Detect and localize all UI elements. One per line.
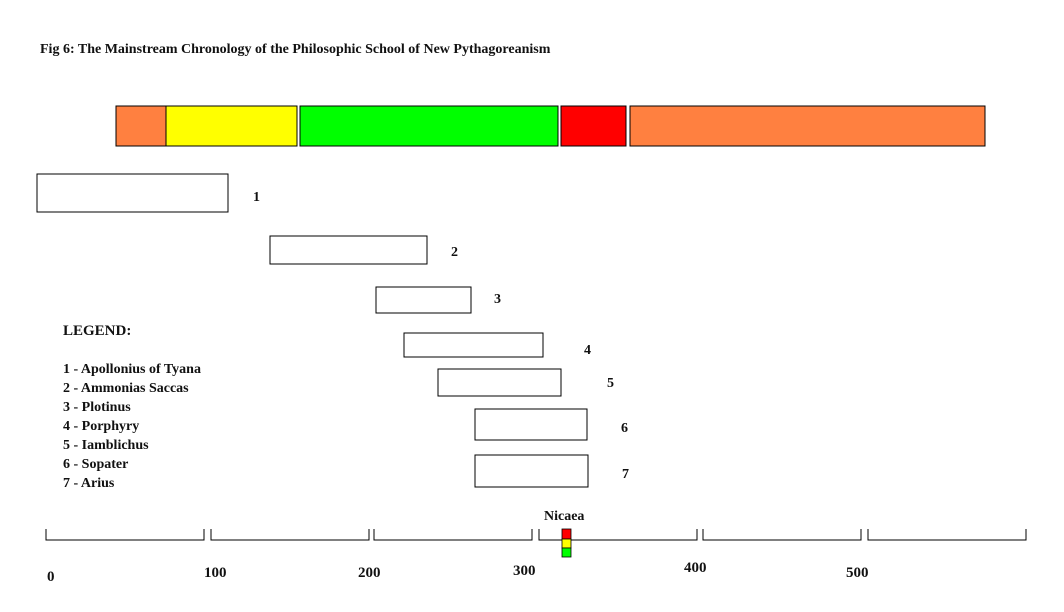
tick-label: 0 [47,569,55,585]
axis-segment [45,529,205,541]
axis-segment [702,529,862,541]
period-segment-4 [560,105,627,147]
marker-swatch-red [561,528,572,540]
timeline-axis [45,529,1027,541]
legend-item: 2 - Ammonias Saccas [63,381,189,396]
lifespan-box [474,408,588,441]
lifespan-number: 6 [621,421,628,436]
tick-label: 100 [204,565,227,581]
period-segment-5 [629,105,986,147]
lifespan-number: 7 [622,467,629,482]
period-bar [115,105,986,147]
period-segment-2 [165,105,298,147]
legend-item: 3 - Plotinus [63,400,131,415]
lifespan-number: 5 [607,376,614,391]
tick-label: 500 [846,565,869,581]
lifespan-number: 4 [584,343,591,358]
lifespan-box [269,235,428,265]
lifespan-number: 1 [253,190,260,205]
lifespan-7: 7 [474,454,629,488]
axis-segment [373,529,533,541]
tick-label: 200 [358,565,381,581]
legend-item: 5 - Iamblichus [63,438,149,453]
legend-item: 4 - Porphyry [63,419,140,434]
lifespan-6: 6 [474,408,628,441]
legend-heading: LEGEND: [63,323,132,339]
legend-item: 6 - Sopater [63,457,129,472]
lifespan-box [403,332,544,358]
lifespan-number: 3 [494,292,501,307]
lifespan-4: 4 [403,332,591,358]
axis-segment [867,529,1027,541]
legend: LEGEND: 1 - Apollonius of Tyana 2 - Ammo… [63,322,201,493]
tick-label: 300 [513,563,536,579]
period-segment-3 [299,105,559,147]
marker-swatch-yellow [561,538,572,549]
tick-label: 400 [684,560,707,576]
lifespan-2: 2 [269,235,458,265]
lifespan-box [36,173,229,213]
axis-segment [210,529,370,541]
lifespan-box [474,454,589,488]
legend-item: 1 - Apollonius of Tyana [63,362,201,377]
lifespan-box [375,286,472,314]
legend-item: 7 - Arius [63,476,115,491]
figure-title: Fig 6: The Mainstream Chronology of the … [40,42,551,57]
period-segment-1 [115,105,167,147]
lifespan-5: 5 [437,368,614,397]
axis-tick-labels: 0 100 200 300 400 500 [47,560,869,585]
marker-swatch-green [561,547,572,558]
nicaea-marker: Nicaea [544,509,584,558]
axis-segment [538,529,698,541]
lifespan-box [437,368,562,397]
lifespan-1: 1 [36,173,260,213]
lifespan-number: 2 [451,245,458,260]
nicaea-label: Nicaea [544,509,584,524]
lifespan-3: 3 [375,286,501,314]
